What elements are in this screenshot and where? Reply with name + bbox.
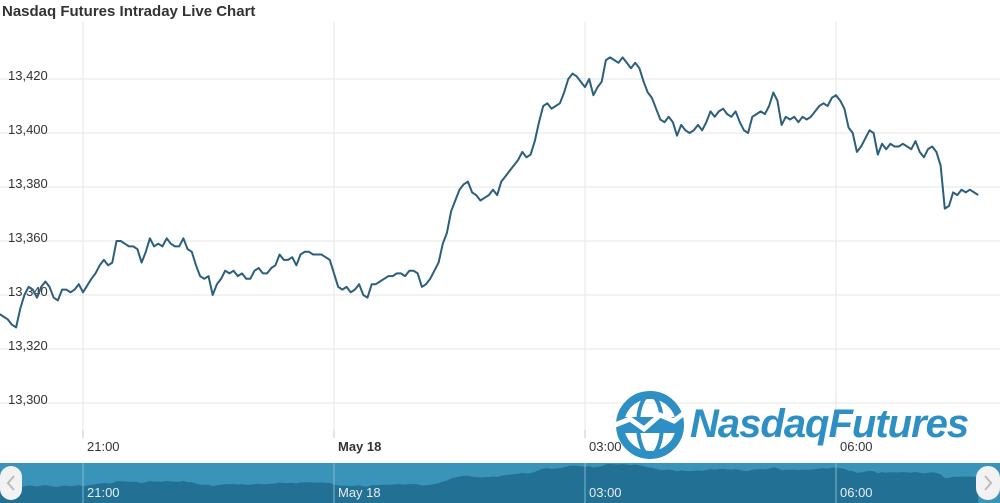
- watermark-text: NasdaqFutures: [690, 402, 968, 446]
- price-series-line: [0, 56, 979, 329]
- range-navigator[interactable]: 21:00 May 18 03:00 06:00: [0, 463, 1000, 503]
- watermark-logo: NasdaqFutures: [609, 391, 969, 459]
- navigator-tick-label: 06:00: [840, 485, 873, 500]
- y-tick-label: 13,320: [8, 338, 48, 353]
- navigator-tick-label: 21:00: [87, 485, 120, 500]
- y-axis-labels: 13,30013,32013,34013,36013,38013,40013,4…: [8, 68, 48, 407]
- navigator-area: [0, 464, 979, 503]
- navigator-tick-label: May 18: [338, 485, 381, 500]
- x-tick-label: 21:00: [87, 439, 120, 454]
- x-tick-label: May 18: [338, 439, 381, 454]
- x-axis-labels: 21:00 May 18 03:00 06:00: [87, 439, 873, 454]
- chevron-right-icon: [984, 475, 993, 491]
- navigator-left-handle[interactable]: [0, 466, 22, 500]
- y-tick-label: 13,360: [8, 230, 48, 245]
- left-handle-body[interactable]: [0, 466, 22, 500]
- trend-arrow-icon: [609, 405, 694, 433]
- navigator-tick-label: 03:00: [589, 485, 622, 500]
- y-tick-label: 13,380: [8, 176, 48, 191]
- chart-title: Nasdaq Futures Intraday Live Chart: [2, 3, 255, 20]
- y-tick-label: 13,400: [8, 122, 48, 137]
- grid-layer: [0, 22, 1000, 438]
- navigator-right-handle[interactable]: [976, 466, 1000, 500]
- y-tick-label: 13,300: [8, 392, 48, 407]
- right-handle-body[interactable]: [976, 466, 1000, 500]
- y-tick-label: 13,420: [8, 68, 48, 83]
- x-tick-label: 06:00: [840, 439, 873, 454]
- x-tick-label: 03:00: [589, 439, 622, 454]
- navigator-labels: 21:00 May 18 03:00 06:00: [82, 463, 873, 503]
- chevron-left-icon: [6, 475, 15, 491]
